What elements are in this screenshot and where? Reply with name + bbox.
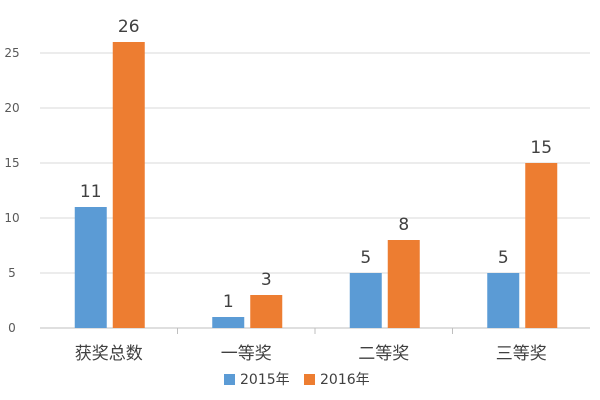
bar <box>250 295 283 328</box>
x-tick-label: 一等奖 <box>221 344 272 364</box>
x-tick-label: 获奖总数 <box>75 344 143 364</box>
bar <box>112 42 145 328</box>
data-label: 11 <box>80 182 102 202</box>
data-label: 8 <box>398 215 409 235</box>
legend-label: 2016年 <box>320 372 370 388</box>
y-tick-label: 5 <box>8 266 16 280</box>
y-tick-label: 15 <box>4 156 19 170</box>
bar <box>74 207 107 328</box>
data-label: 15 <box>530 138 552 158</box>
x-tick-label: 三等奖 <box>496 344 547 364</box>
bars <box>74 42 558 328</box>
y-tick-label: 25 <box>4 46 19 60</box>
data-label: 3 <box>261 270 272 290</box>
y-tick-label: 0 <box>8 321 16 335</box>
legend-swatch <box>224 374 235 385</box>
data-labels: 11 26 1 3 5 8 5 15 <box>80 17 552 312</box>
bar <box>487 273 520 328</box>
bar <box>525 163 558 328</box>
data-label: 5 <box>360 248 371 268</box>
legend-label: 2015年 <box>240 372 290 388</box>
y-tick-label: 20 <box>4 101 19 115</box>
legend: 2015年 2016年 <box>224 372 370 388</box>
bar <box>212 317 245 328</box>
x-tick-label: 二等奖 <box>358 344 409 364</box>
bar <box>387 240 420 328</box>
data-label: 1 <box>223 292 234 312</box>
bar <box>349 273 382 328</box>
legend-swatch <box>304 374 315 385</box>
y-tick-label: 10 <box>4 211 19 225</box>
data-label: 26 <box>118 17 140 37</box>
data-label: 5 <box>498 248 509 268</box>
